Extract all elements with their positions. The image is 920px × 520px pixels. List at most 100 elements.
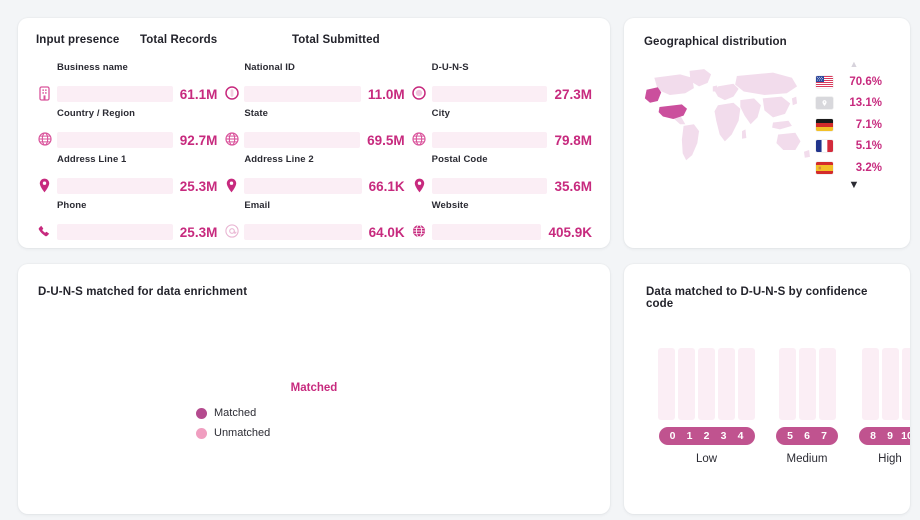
field-value: 61.1M — [179, 87, 218, 102]
bar[interactable] — [698, 348, 715, 420]
legend-swatch-unmatched — [196, 427, 207, 439]
field-city[interactable]: City 79.8M — [411, 108, 592, 150]
flag-fr-icon — [816, 140, 833, 153]
field-value: 92.7M — [179, 133, 218, 148]
field-value: 25.3M — [179, 179, 218, 194]
field-state[interactable]: State 69.5M — [223, 108, 405, 150]
field-label: Business name — [57, 62, 128, 73]
geo-card-title: Geographical distribution — [644, 36, 787, 48]
field-track — [431, 178, 548, 194]
bar[interactable] — [881, 348, 899, 420]
flag-unknown-icon — [816, 97, 833, 110]
donut-card-title: D-U-N-S matched for data enrichment — [38, 286, 248, 298]
geo-row[interactable]: 70.6% — [816, 71, 892, 93]
field-value: 35.6M — [554, 179, 592, 194]
geo-row[interactable]: 3.2% — [816, 157, 892, 179]
confidence-code: 10 — [901, 430, 910, 442]
confidence-pill-low[interactable]: 0 1 2 3 4 — [658, 427, 755, 445]
input-presence-card: Input presence Total Records Total Submi… — [18, 18, 610, 248]
flag-us-icon — [816, 75, 833, 88]
confidence-card-title: Data matched to D-U-N-S by confidence co… — [646, 286, 868, 310]
confidence-code: 8 — [870, 430, 876, 442]
field-address-line-2[interactable]: Address Line 2 66.1K — [223, 154, 405, 196]
field-national-id[interactable]: National ID 11.0M — [223, 62, 405, 104]
geo-body: ▲ 70.6% 13.1% 7.1 — [644, 58, 892, 192]
field-website[interactable]: Website 405.9K — [411, 200, 592, 242]
confidence-code: 7 — [821, 430, 827, 442]
donut-legend: Matched Unmatched — [196, 404, 270, 444]
geo-percent: 70.6% — [849, 75, 882, 88]
geo-row[interactable]: 7.1% — [816, 114, 892, 136]
field-track — [431, 86, 548, 102]
field-postal-code[interactable]: Postal Code 35.6M — [411, 154, 592, 196]
legend-item[interactable]: Unmatched — [196, 424, 270, 442]
field-label: Phone — [57, 200, 87, 211]
field-value: 66.1K — [368, 179, 405, 194]
bar[interactable] — [658, 348, 675, 420]
donut-chart[interactable]: Matched Matched Unmatched — [38, 348, 590, 498]
confidence-code: 4 — [737, 430, 744, 442]
field-phone[interactable]: Phone 25.3M — [36, 200, 217, 242]
scroll-down-icon[interactable]: ▼ — [848, 178, 860, 191]
field-label: D-U-N-S — [431, 62, 469, 73]
bar[interactable] — [798, 348, 816, 420]
confidence-bar-chart: 0 1 2 3 4 Low 5 6 7 M — [646, 348, 910, 465]
confidence-bars — [861, 348, 910, 420]
field-value: 27.3M — [554, 87, 592, 102]
confidence-bars — [778, 348, 836, 420]
field-duns[interactable]: D-U-N-S 27.3M — [411, 62, 592, 104]
bar[interactable] — [718, 348, 735, 420]
field-label: Email — [244, 200, 271, 211]
bar[interactable] — [861, 348, 879, 420]
scroll-up-icon[interactable]: ▲ — [849, 59, 859, 69]
field-label: National ID — [244, 62, 295, 73]
field-label: Address Line 2 — [244, 154, 314, 165]
world-map[interactable] — [644, 58, 816, 167]
confidence-group-medium: 5 6 7 Medium — [776, 348, 838, 465]
confidence-code: 0 — [669, 430, 676, 442]
globe-icon — [223, 130, 240, 148]
bar[interactable] — [778, 348, 796, 420]
id-badge-icon — [223, 84, 240, 102]
geo-row[interactable]: 13.1% — [816, 93, 892, 115]
confidence-group-low: 0 1 2 3 4 Low — [658, 348, 755, 465]
field-address-line-1[interactable]: Address Line 1 25.3M — [36, 154, 217, 196]
field-label: Website — [431, 200, 469, 211]
confidence-bars — [658, 348, 755, 420]
field-track — [244, 224, 362, 240]
bar[interactable] — [738, 348, 755, 420]
confidence-code: 5 — [787, 430, 793, 442]
confidence-group-high: 8 9 10 High — [859, 348, 910, 465]
flag-es-icon — [816, 161, 833, 174]
field-track — [57, 224, 173, 240]
geo-row[interactable]: 5.1% — [816, 136, 892, 158]
confidence-code: 3 — [720, 430, 727, 442]
field-label: Postal Code — [431, 154, 488, 165]
header-input-presence: Input presence — [36, 34, 120, 46]
confidence-pill-medium[interactable]: 5 6 7 — [776, 427, 838, 445]
field-label: City — [431, 108, 450, 119]
field-value: 11.0M — [367, 87, 405, 102]
confidence-pill-high[interactable]: 8 9 10 — [859, 427, 910, 445]
globe-icon — [36, 130, 53, 148]
field-email[interactable]: Email 64.0K — [223, 200, 405, 242]
field-business-name[interactable]: Business name 61.1M — [36, 62, 217, 104]
legend-swatch-matched — [196, 407, 207, 419]
map-pin-icon — [223, 176, 240, 194]
field-label: Country / Region — [57, 108, 136, 119]
confidence-tier-label: Low — [695, 453, 718, 465]
confidence-code: 1 — [686, 430, 693, 442]
legend-item[interactable]: Matched — [196, 404, 270, 422]
donut-center-label: Matched — [290, 382, 338, 394]
bar[interactable] — [901, 348, 910, 420]
geo-percent: 13.1% — [849, 97, 882, 110]
phone-icon — [36, 222, 53, 240]
field-country-region[interactable]: Country / Region 92.7M — [36, 108, 217, 150]
confidence-tier-label: Medium — [786, 453, 828, 465]
bar[interactable] — [678, 348, 695, 420]
confidence-code: 9 — [887, 430, 893, 442]
geographical-distribution-card: Geographical distribution — [624, 18, 910, 248]
field-value: 79.8M — [554, 133, 592, 148]
bar[interactable] — [818, 348, 836, 420]
